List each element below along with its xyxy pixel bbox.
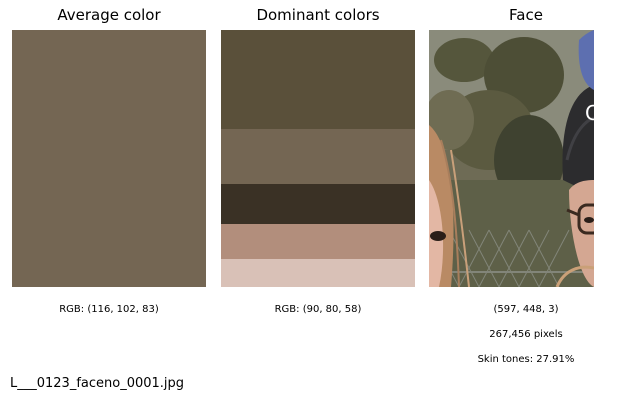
dominant-colors-stack <box>221 30 415 287</box>
dominant-color-band-1 <box>221 30 415 129</box>
face-pixel-count: 267,456 pixels <box>489 329 563 340</box>
average-color-rgb: RGB: (116, 102, 83) <box>59 304 159 315</box>
hat-logo-text: Ca <box>585 101 594 125</box>
dominant-color-band-4 <box>221 224 415 259</box>
skin-tones-percentage: Skin tones: 27.91% <box>477 354 575 365</box>
average-color-title: Average color <box>57 6 161 24</box>
face-shape-text: (597, 448, 3) <box>493 304 559 315</box>
dominant-color-rgb: RGB: (90, 80, 58) <box>274 304 362 315</box>
face-image: Ca <box>429 30 594 287</box>
dominant-color-band-3 <box>221 184 415 225</box>
dominant-color-band-5 <box>221 258 415 287</box>
dominant-color-band-2 <box>221 128 415 185</box>
dominant-colors-title: Dominant colors <box>256 6 380 24</box>
average-color-swatch <box>12 30 206 287</box>
face-title: Face <box>509 6 543 24</box>
file-name: L___0123_faceno_0001.jpg <box>10 376 185 391</box>
